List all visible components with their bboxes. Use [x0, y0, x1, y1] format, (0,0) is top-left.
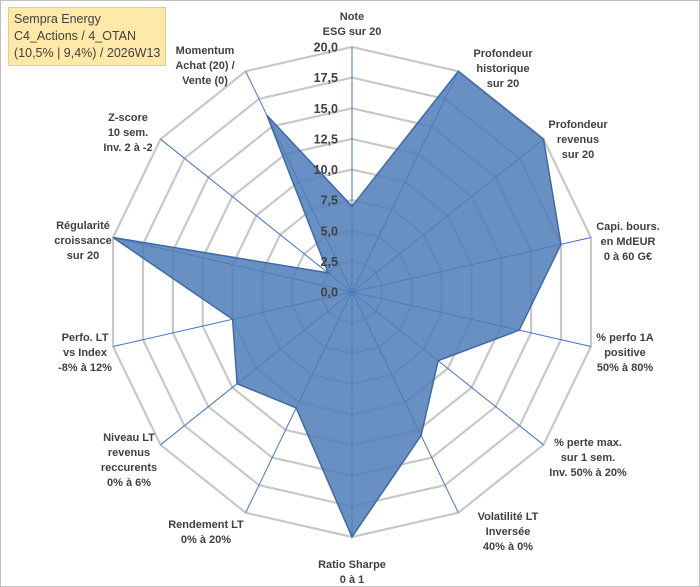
axis-label-10: Perfo. LT vs Index -8% à 12%	[58, 332, 112, 374]
axis-label-9-line-3: 0% à 6%	[107, 477, 151, 489]
axis-spoke-12	[160, 138, 353, 293]
tick-label-8: 20,0	[314, 41, 338, 55]
tick-layer: 0,0 2,5 5,0 7,5 10,0 12,5 15,0 17,5 20,0	[314, 41, 338, 300]
axis-label-layer: Note ESG sur 20 Profondeur historique sur 20…	[54, 11, 660, 586]
axis-label-8-line-1: 0% à 20%	[181, 534, 231, 546]
axis-label-11-line-0: Régularité	[56, 220, 110, 232]
axis-label-5-line-0: % perte max.	[554, 437, 622, 449]
tick-label-7: 17,5	[314, 71, 338, 85]
title-line-3: (10,5% | 9,4%) / 2026W13	[14, 46, 161, 60]
axis-label-10-line-0: Perfo. LT	[62, 332, 109, 344]
axis-label-3: Capi. bours. en MdEUR 0 à 60 G€	[596, 221, 660, 263]
axis-label-4-line-1: positive	[604, 347, 646, 359]
axis-label-6-line-1: Inversée	[486, 526, 531, 538]
axis-label-5-line-1: sur 1 sem.	[561, 452, 615, 464]
axis-label-8: Rendement LT 0% à 20%	[168, 519, 244, 546]
axis-label-13-line-0: Momentum	[176, 45, 235, 57]
series-layer	[112, 70, 562, 539]
axis-label-0-line-1: ESG sur 20	[323, 26, 382, 38]
axis-label-3-line-2: 0 à 60 G€	[604, 251, 652, 263]
axis-label-2-line-2: sur 20	[562, 149, 594, 161]
axis-label-1: Profondeur historique sur 20	[473, 48, 533, 90]
axis-label-11: Régularité croissance sur 20	[54, 220, 111, 262]
axis-label-2: Profondeur revenus sur 20	[548, 119, 608, 161]
axis-label-9: Niveau LT revenus reccurents 0% à 6%	[101, 432, 157, 489]
axis-label-12-line-2: Inv. 2 à -2	[103, 142, 152, 154]
axis-label-1-line-2: sur 20	[487, 78, 519, 90]
tick-label-3: 7,5	[321, 194, 338, 208]
axis-label-11-line-1: croissance	[54, 235, 111, 247]
axis-label-3-line-0: Capi. bours.	[596, 221, 660, 233]
axis-label-6-line-0: Volatilité LT	[478, 511, 539, 523]
axis-label-12-line-1: 10 sem.	[108, 127, 148, 139]
axis-label-13-line-1: Achat (20) /	[175, 60, 234, 72]
axis-label-2-line-1: revenus	[557, 134, 599, 146]
axis-label-6: Volatilité LT Inversée 40% à 0%	[478, 511, 539, 553]
axis-label-0-line-0: Note	[340, 11, 364, 23]
axis-label-13: Momentum Achat (20) / Vente (0)	[175, 45, 234, 87]
axis-label-5: % perte max. sur 1 sem. Inv. 50% à 20%	[549, 437, 627, 479]
axis-label-11-line-2: sur 20	[67, 250, 99, 262]
title-line-2: C4_Actions / 4_OTAN	[14, 29, 137, 43]
axis-label-10-line-1: vs Index	[63, 347, 108, 359]
axis-label-12-line-0: Z-score	[108, 112, 148, 124]
chart-title-box: Sempra Energy C4_Actions / 4_OTAN (10,5%…	[8, 7, 166, 66]
axis-label-2-line-0: Profondeur	[548, 119, 608, 131]
axis-label-3-line-1: en MdEUR	[601, 236, 656, 248]
axis-label-4-line-0: % perfo 1A	[596, 332, 654, 344]
axis-label-5-line-2: Inv. 50% à 20%	[549, 467, 627, 479]
axis-label-7: Ratio Sharpe 0 à 1	[318, 559, 386, 586]
axis-label-8-line-0: Rendement LT	[168, 519, 244, 531]
axis-label-13-line-2: Vente (0)	[182, 75, 228, 87]
axis-label-9-line-0: Niveau LT	[103, 432, 155, 444]
tick-label-4: 10,0	[314, 163, 338, 177]
axis-label-1-line-1: historique	[476, 63, 529, 75]
tick-label-2: 5,0	[321, 224, 338, 238]
axis-label-1-line-0: Profondeur	[473, 48, 533, 60]
tick-label-1: 2,5	[321, 255, 338, 269]
axis-label-6-line-2: 40% à 0%	[483, 541, 533, 553]
axis-label-7-line-1: 0 à 1	[340, 574, 364, 586]
axis-label-9-line-2: reccurents	[101, 462, 157, 474]
axis-label-0: Note ESG sur 20	[323, 11, 382, 38]
axis-label-4: % perfo 1A positive 50% à 80%	[596, 332, 654, 374]
tick-label-5: 12,5	[314, 132, 338, 146]
axis-label-4-line-2: 50% à 80%	[597, 362, 653, 374]
title-line-1: Sempra Energy	[14, 12, 101, 26]
tick-label-6: 15,0	[314, 102, 338, 116]
axis-label-12: Z-score 10 sem. Inv. 2 à -2	[103, 112, 152, 154]
axis-label-10-line-2: -8% à 12%	[58, 362, 112, 374]
tick-label-0: 0,0	[321, 286, 338, 300]
axis-label-7-line-0: Ratio Sharpe	[318, 559, 386, 571]
axis-label-9-line-1: revenus	[108, 447, 150, 459]
